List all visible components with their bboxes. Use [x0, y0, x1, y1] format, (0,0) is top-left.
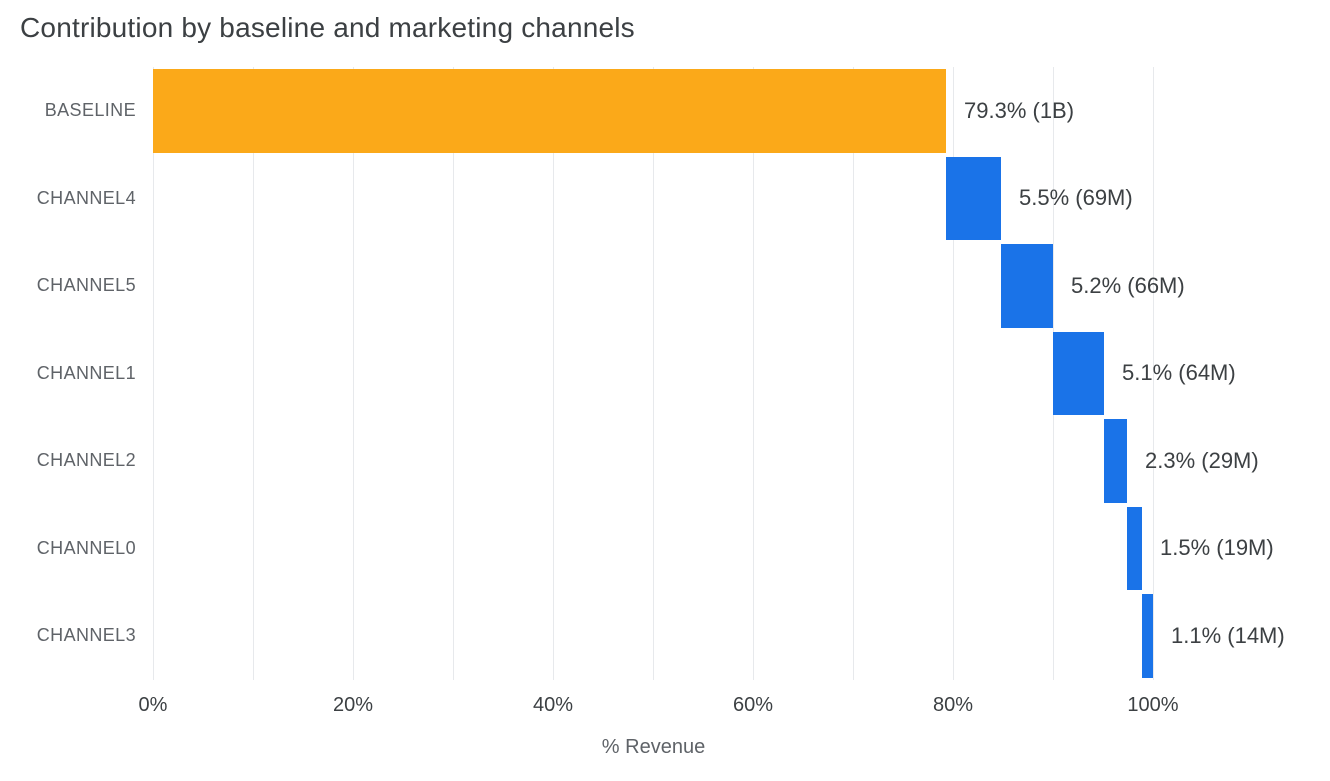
value-label: 5.5% (69M): [1019, 185, 1133, 211]
value-label: 5.1% (64M): [1122, 360, 1236, 386]
bar-channel0[interactable]: [1127, 506, 1142, 590]
bar-track: 1.5% (19M): [153, 505, 1330, 593]
value-label: 1.5% (19M): [1160, 535, 1274, 561]
value-label: 5.2% (66M): [1071, 272, 1185, 298]
chart-row: CHANNEL3 1.1% (14M): [0, 592, 1330, 680]
x-tick-label: 40%: [532, 694, 574, 716]
bar-baseline[interactable]: [153, 69, 946, 153]
x-tick-label: 20%: [332, 694, 374, 716]
plot-area: BASELINE 79.3% (1B) CHANNEL4 5.5% (69M) CHAN…: [0, 67, 1330, 680]
category-label: CHANNEL3: [36, 625, 136, 646]
value-label: 2.3% (29M): [1145, 447, 1259, 473]
bar-track: 79.3% (1B): [153, 67, 1330, 155]
gridline: [653, 67, 654, 680]
bar-channel2[interactable]: [1104, 419, 1127, 503]
x-axis-title: % Revenue: [601, 736, 706, 758]
gridline: [1153, 67, 1154, 680]
chart-title: Contribution by baseline and marketing c…: [20, 12, 635, 43]
category-label: BASELINE: [44, 100, 136, 121]
x-tick-label: 80%: [932, 694, 974, 716]
gridline: [553, 67, 554, 680]
gridline: [953, 67, 954, 680]
gridline: [753, 67, 754, 680]
gridline: [453, 67, 454, 680]
value-label: 1.1% (14M): [1171, 622, 1285, 648]
chart-row: CHANNEL1 5.1% (64M): [0, 330, 1330, 418]
x-tick-label: 60%: [732, 694, 774, 716]
bar-channel3[interactable]: [1142, 594, 1153, 678]
category-label: CHANNEL4: [36, 187, 136, 208]
category-label: CHANNEL0: [36, 537, 136, 558]
bar-track: 2.3% (29M): [153, 417, 1330, 505]
bar-channel5[interactable]: [1001, 244, 1053, 328]
x-axis: 0% 20% 40% 60% 80% 100%: [139, 694, 1179, 720]
category-label: CHANNEL5: [36, 275, 136, 296]
gridline: [853, 67, 854, 680]
x-tick-label: 100%: [1127, 694, 1179, 716]
x-tick-label: 0%: [138, 694, 168, 716]
chart-row: BASELINE 79.3% (1B): [0, 67, 1330, 155]
category-label: CHANNEL2: [36, 450, 136, 471]
chart-row: CHANNEL5 5.2% (66M): [0, 242, 1330, 330]
gridline: [153, 67, 154, 680]
bar-track: 5.2% (66M): [153, 242, 1330, 330]
gridline: [353, 67, 354, 680]
bar-channel1[interactable]: [1053, 331, 1104, 415]
chart-row: CHANNEL0 1.5% (19M): [0, 505, 1330, 593]
bar-track: 5.5% (69M): [153, 155, 1330, 243]
value-label: 79.3% (1B): [964, 97, 1075, 123]
bar-track: 5.1% (64M): [153, 330, 1330, 418]
bar-rows: BASELINE 79.3% (1B) CHANNEL4 5.5% (69M) CHAN…: [0, 67, 1330, 680]
bar-track: 1.1% (14M): [153, 592, 1330, 680]
chart-row: CHANNEL4 5.5% (69M): [0, 155, 1330, 243]
gridline: [253, 67, 254, 680]
chart-row: CHANNEL2 2.3% (29M): [0, 417, 1330, 505]
bar-channel4[interactable]: [946, 156, 1001, 240]
category-label: CHANNEL1: [36, 362, 136, 383]
